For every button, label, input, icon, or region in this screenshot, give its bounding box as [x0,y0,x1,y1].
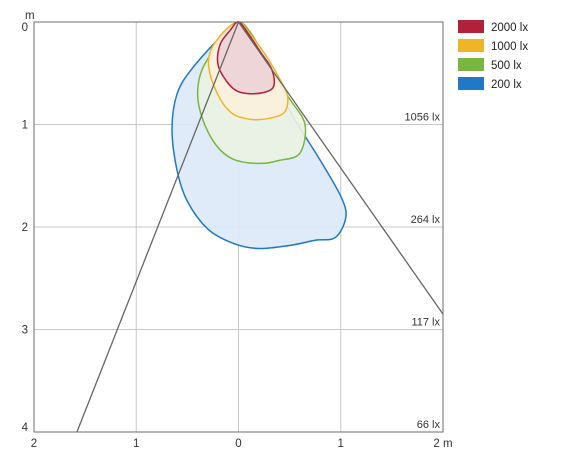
x-tick-label: 1 [133,438,139,450]
legend-swatch [458,39,484,52]
y-tick-label: 0 [22,22,28,34]
y-axis-unit: m [25,10,35,22]
y-tick-label: 1 [22,120,28,132]
x-tick-label: 2 m [433,438,452,450]
y-axis-ticks: 0 1 2 3 4 [22,22,29,434]
legend-swatch [458,58,484,71]
legend-label: 200 lx [491,79,522,91]
y-tick-label: 4 [22,422,29,434]
plot-frame [33,21,444,433]
y-tick-label: 3 [22,325,28,337]
lux-distance-label: 66 lx [417,419,441,431]
x-axis-ticks: 2 1 0 1 2 m [31,438,453,450]
lux-distance-label: 117 lx [411,317,440,329]
legend-swatch [458,20,484,33]
x-tick-label: 1 [338,438,344,450]
lux-distance-label: 264 lx [411,214,441,226]
isolux-areas [171,21,347,250]
lux-distance-label: 1056 lx [405,112,441,124]
x-tick-label: 0 [235,438,241,450]
beam-line [237,21,444,315]
y-tick-label: 2 [22,222,28,234]
distance-lux-labels: 1056 lx 264 lx 117 lx 66 lx [405,112,441,432]
beam-line [76,21,240,433]
legend-label: 500 lx [491,60,522,72]
legend-swatch [458,77,484,90]
legend: 2000 lx 1000 lx 500 lx 200 lx [458,20,528,91]
beam-lines [76,21,444,433]
legend-label: 1000 lx [491,41,528,53]
x-tick-label: 2 [31,438,37,450]
legend-label: 2000 lx [491,22,528,34]
